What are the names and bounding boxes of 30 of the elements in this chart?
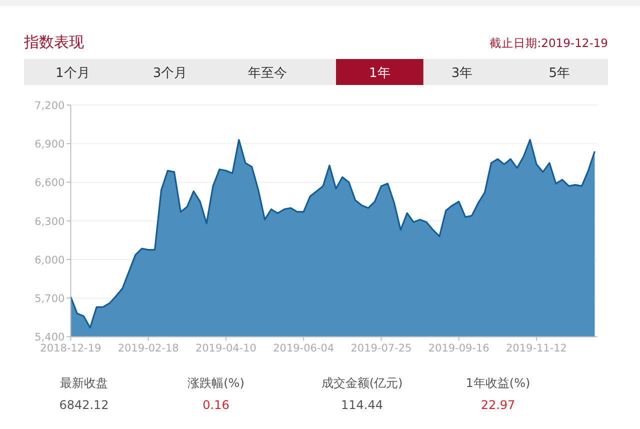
text: 涨跌幅(%) xyxy=(188,376,244,390)
x-tick-label: 2019-04-10 xyxy=(195,342,256,355)
x-tick-label: 2019-06-04 xyxy=(273,342,334,355)
text: 6842.12 xyxy=(59,398,109,412)
text: 成交金额(亿元) xyxy=(321,376,403,390)
y-tick-label: 7,200 xyxy=(34,100,65,112)
text: 5年 xyxy=(548,66,570,81)
x-tick-label: 2019-11-12 xyxy=(506,342,568,355)
x-tick-label: 2019-02-18 xyxy=(118,342,179,355)
x-tick-label: 2019-07-25 xyxy=(350,342,412,355)
chart-title: 指数表现 xyxy=(23,33,84,51)
y-tick-label: 6,000 xyxy=(34,254,65,266)
y-tick-label: 6,600 xyxy=(34,177,65,190)
text: 114.44 xyxy=(341,398,383,412)
text: 1年 xyxy=(369,66,390,81)
y-tick-label: 6,300 xyxy=(34,216,65,228)
text: 3个月 xyxy=(152,66,188,81)
text: 3年 xyxy=(451,66,473,81)
text: 22.97 xyxy=(480,398,516,412)
text: 年至今 xyxy=(248,66,287,81)
y-tick-label: 5,700 xyxy=(34,293,65,306)
x-tick-label: 2019-09-16 xyxy=(428,342,490,355)
y-tick-label: 5,400 xyxy=(34,332,65,344)
text: 1年收益(%) xyxy=(466,376,530,390)
text: 最新收盘 xyxy=(60,376,108,390)
text: 1个月 xyxy=(56,66,90,81)
text: 0.16 xyxy=(202,398,230,412)
x-tick-label: 2018-12-19 xyxy=(40,342,102,355)
y-tick-label: 6,900 xyxy=(34,138,65,151)
text: 截止日期:2019-12-19 xyxy=(489,36,608,50)
